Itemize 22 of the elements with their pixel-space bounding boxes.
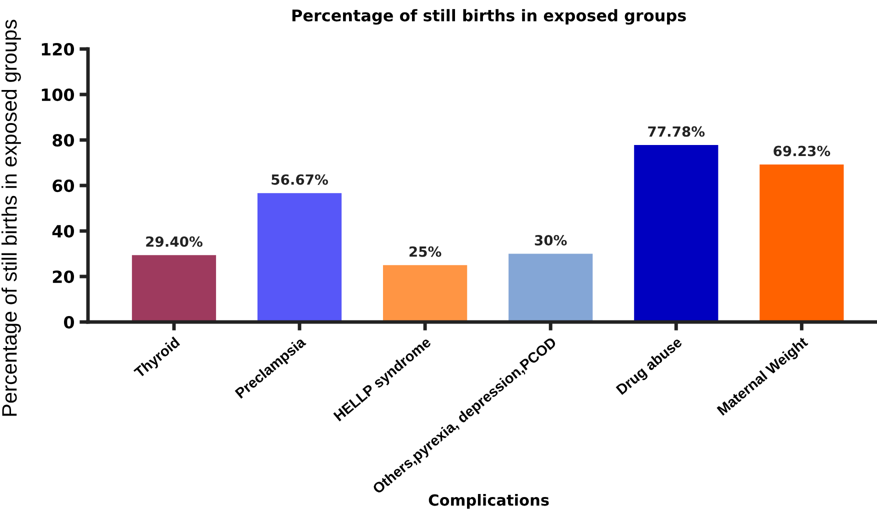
data-label: 77.78%: [648, 126, 705, 137]
bar: [257, 193, 342, 322]
y-tick-label: 80: [52, 134, 74, 147]
y-tick-label: 20: [52, 270, 74, 284]
data-label: 25%: [410, 246, 442, 257]
bar: [634, 145, 718, 322]
bar: [760, 164, 844, 322]
data-label: 69.23%: [774, 146, 830, 156]
data-label: 29.40%: [146, 236, 202, 247]
bar: [508, 254, 593, 322]
bar: [132, 255, 216, 322]
y-tick-label: 60: [52, 179, 74, 192]
bar: [383, 265, 468, 322]
chart-title: Percentage of still births in exposed groups: [292, 9, 686, 25]
y-tick-label: 0: [64, 316, 74, 329]
x-axis-title: Complications: [428, 494, 549, 509]
y-tick-label: 40: [52, 224, 74, 238]
data-label: 30%: [534, 235, 567, 246]
y-tick-label: 120: [42, 42, 74, 56]
y-tick-label: 100: [42, 88, 74, 102]
data-label: 56.67%: [272, 174, 328, 185]
y-axis-title: Percentage of still births in exposed groups: [2, 20, 21, 416]
